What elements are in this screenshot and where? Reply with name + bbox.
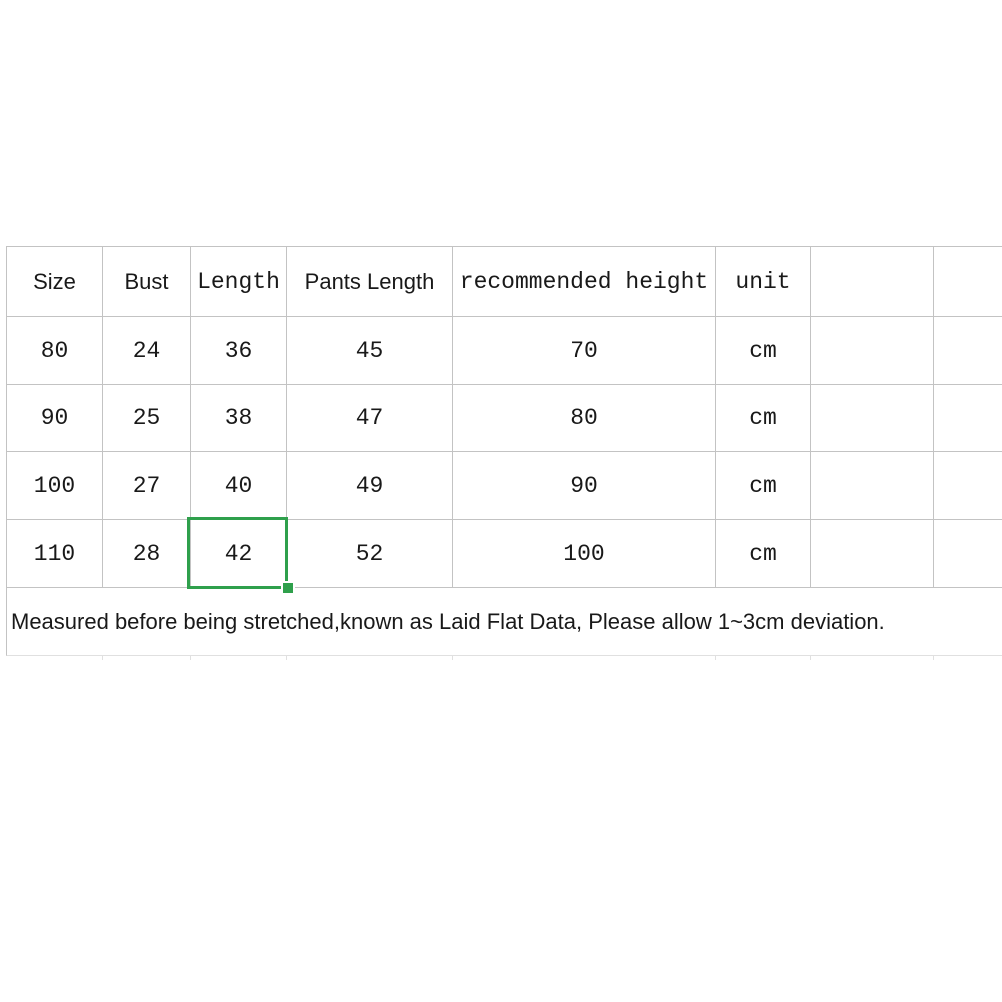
col-header-recommended-height[interactable]: recommended height: [452, 246, 716, 317]
cell-bust[interactable]: 25: [102, 384, 191, 452]
cell-pants-length[interactable]: 49: [286, 451, 453, 520]
cell-pants-length[interactable]: 47: [286, 384, 453, 452]
table-row-size-110: 110 28 42 52 100 cm: [6, 519, 1002, 588]
cell-unit[interactable]: cm: [715, 316, 811, 385]
cell-length[interactable]: 38: [190, 384, 287, 452]
cell-empty[interactable]: [933, 451, 1002, 520]
cell-size[interactable]: 110: [6, 519, 103, 588]
gridline-tick: [810, 656, 811, 660]
cell-bust[interactable]: 24: [102, 316, 191, 385]
gridline-tick: [286, 656, 287, 660]
table-row-size-80: 80 24 36 45 70 cm: [6, 316, 1002, 385]
cell-size[interactable]: 80: [6, 316, 103, 385]
gridline-tick: [715, 656, 716, 660]
gridline-tick: [933, 656, 934, 660]
fill-handle[interactable]: [283, 583, 293, 593]
gridline-tick: [102, 656, 103, 660]
cell-pants-length[interactable]: 45: [286, 316, 453, 385]
table-row-size-100: 100 27 40 49 90 cm: [6, 451, 1002, 520]
cell-empty[interactable]: [810, 384, 934, 452]
col-header-bust[interactable]: Bust: [102, 246, 191, 317]
col-header-length[interactable]: Length: [190, 246, 287, 317]
cell-empty[interactable]: [933, 384, 1002, 452]
table-row-size-90: 90 25 38 47 80 cm: [6, 384, 1002, 452]
cell-size[interactable]: 100: [6, 451, 103, 520]
cell-empty[interactable]: [933, 519, 1002, 588]
col-header-unit[interactable]: unit: [715, 246, 811, 317]
size-table: Size Bust Length Pants Length recommende…: [6, 246, 1002, 588]
cell-recommended-height[interactable]: 100: [452, 519, 716, 588]
gridline-tick: [190, 656, 191, 660]
cell-unit[interactable]: cm: [715, 451, 811, 520]
cell-empty[interactable]: [810, 519, 934, 588]
cell-empty[interactable]: [810, 451, 934, 520]
measurement-note: Measured before being stretched,known as…: [11, 608, 885, 634]
cell-unit[interactable]: cm: [715, 384, 811, 452]
cell-unit[interactable]: cm: [715, 519, 811, 588]
header-row: Size Bust Length Pants Length recommende…: [6, 246, 1002, 317]
gridline-tick: [452, 656, 453, 660]
cell-bust[interactable]: 28: [102, 519, 191, 588]
cell-empty[interactable]: [810, 316, 934, 385]
cell-pants-length[interactable]: 52: [286, 519, 453, 588]
col-header-empty-2[interactable]: [933, 246, 1002, 317]
cell-bust[interactable]: 27: [102, 451, 191, 520]
selected-cell-outline[interactable]: [187, 517, 288, 589]
cell-recommended-height[interactable]: 90: [452, 451, 716, 520]
cell-recommended-height[interactable]: 80: [452, 384, 716, 452]
cell-size[interactable]: 90: [6, 384, 103, 452]
cell-length-selected[interactable]: 42: [190, 519, 287, 588]
col-header-empty-1[interactable]: [810, 246, 934, 317]
cell-empty[interactable]: [933, 316, 1002, 385]
cell-length[interactable]: 40: [190, 451, 287, 520]
col-header-size[interactable]: Size: [6, 246, 103, 317]
cell-recommended-height[interactable]: 70: [452, 316, 716, 385]
col-header-pants-length[interactable]: Pants Length: [286, 246, 453, 317]
note-row: Measured before being stretched,known as…: [6, 588, 1002, 656]
cell-length[interactable]: 36: [190, 316, 287, 385]
